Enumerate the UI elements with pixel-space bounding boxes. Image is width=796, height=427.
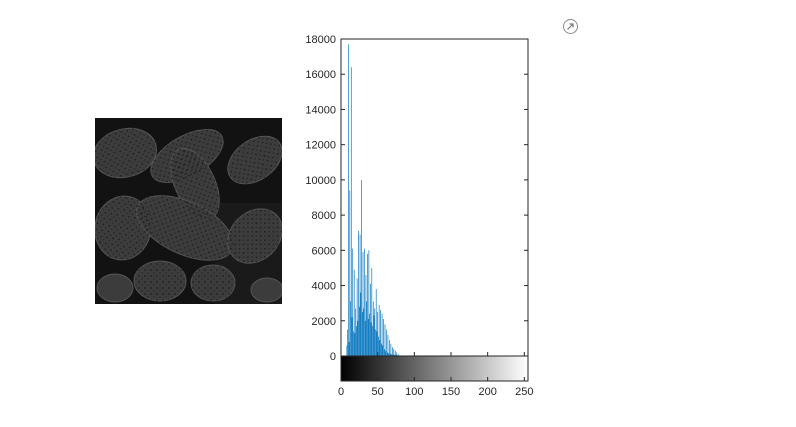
histogram-bar [392,347,393,356]
histogram-bar [383,319,384,356]
export-button[interactable] [563,19,578,34]
histogram-bar [369,313,370,356]
y-tick-label: 4000 [312,281,336,293]
histogram-bar [359,234,361,356]
histogram-bar [375,289,377,356]
x-tick-label: 0 [338,386,344,398]
y-axis: 0 2000 4000 6000 8000 10000 12000 14000 16000 180… [305,34,528,363]
histogram-bar [366,301,367,356]
histogram-bar [376,331,378,356]
histogram-bar [389,340,390,356]
histogram-bar [365,274,367,356]
histogram-bar [393,348,395,356]
histogram-bar [350,301,351,356]
histogram-bar [353,331,354,356]
y-tick-label: 14000 [305,104,336,116]
histogram-bar [367,319,369,356]
histogram-bar [351,317,353,356]
histogram-bar [387,334,389,356]
histogram-bar [349,190,351,356]
histogram-bar [386,329,387,356]
histogram-bar [359,306,360,356]
histogram-bar [380,310,381,356]
y-tick-label: 2000 [312,316,336,328]
histogram-bar [382,345,384,356]
histogram-bar [348,341,350,356]
histogram-bar [362,252,364,356]
histogram-bar [357,320,359,356]
x-tick-label: 50 [372,386,384,398]
histogram-bar [379,340,381,356]
histogram-bar [390,343,392,356]
histogram-bar [381,343,382,356]
y-tick-label: 8000 [312,210,336,222]
pollen-grains-drawing [95,118,282,304]
histogram-bar [358,230,359,356]
y-tick-label: 16000 [305,69,336,81]
histogram-bar [388,353,389,356]
histogram-bar [353,269,355,356]
x-tick-label: 100 [405,386,423,398]
histogram-bar [385,350,387,356]
histogram-bar [372,326,373,356]
export-arrow-icon [567,23,574,30]
histogram-bar [370,283,371,356]
histogram-bar [394,350,396,356]
y-tick-label: 0 [330,351,336,363]
histogram-bar [394,354,395,356]
histogram-bar [361,311,363,356]
histogram-bar [386,352,388,356]
histogram-bar [378,304,380,356]
histogram-bar [377,311,378,356]
histogram-bars [346,44,400,357]
histogram-bar [347,329,348,356]
histogram-bar [375,329,376,356]
histogram-bar [372,301,374,356]
histogram-bar [352,248,354,356]
histogram-bar [346,345,348,356]
histogram-bar [384,324,386,356]
y-tick-label: 6000 [312,245,336,257]
histogram-bar [371,267,373,356]
histogram-bar [392,354,394,356]
histogram-bar [355,308,356,356]
histogram-bar [368,250,370,356]
x-tick-label: 250 [515,386,533,398]
histogram-bar [363,308,365,356]
y-tick-label: 12000 [305,140,336,152]
histogram-bar [356,278,358,356]
histogram-bar [374,308,376,356]
histogram-bar [354,333,356,356]
histogram-bar [364,320,366,356]
x-tick-label: 150 [442,386,460,398]
histogram-bar [350,67,352,357]
histogram-bar [389,353,391,356]
grayscale-colorbar [340,355,529,382]
histogram-bar [367,253,368,356]
histogram-bar [396,352,398,356]
histogram-bar [383,348,385,356]
histogram-bar [361,179,362,356]
x-axis: 0 50 100 150 200 250 [338,352,534,398]
y-tick-label: 18000 [305,34,336,46]
histogram-bar [356,326,357,356]
histogram-bar [360,292,362,356]
histogram-bar [381,313,383,356]
histogram-bar [378,336,379,356]
histogram-bar [348,44,349,356]
x-tick-label: 200 [478,386,496,398]
histogram-bar [364,248,365,356]
histogram-bar [397,354,399,356]
histogram-bar [373,315,375,356]
histogram-bar [370,322,372,356]
histogram-bar [391,354,392,356]
y-tick-label: 10000 [305,175,336,187]
pollen-grains-image [95,118,282,304]
